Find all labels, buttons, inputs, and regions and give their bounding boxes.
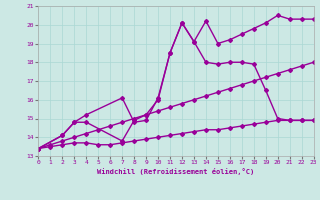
X-axis label: Windchill (Refroidissement éolien,°C): Windchill (Refroidissement éolien,°C) [97,168,255,175]
